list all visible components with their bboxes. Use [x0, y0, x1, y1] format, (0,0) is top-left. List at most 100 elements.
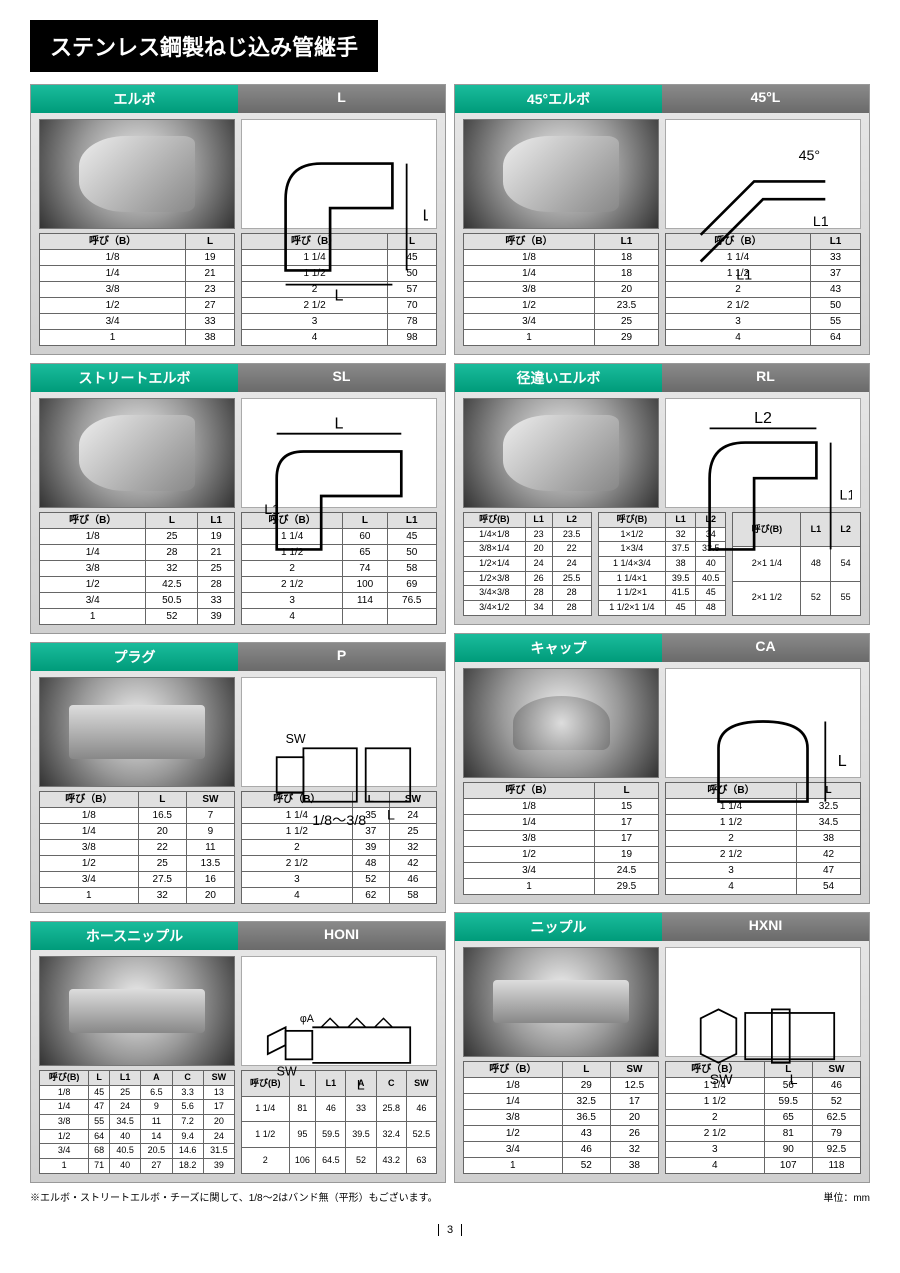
product-diagram: SWLφA	[241, 956, 437, 1066]
table-row: 3/4×3/82828	[464, 586, 592, 601]
svg-text:L: L	[335, 287, 344, 305]
table-row: 347	[666, 862, 861, 878]
table-row: 1/421	[40, 266, 235, 282]
product-photo	[463, 398, 659, 508]
table-row: 498	[242, 330, 437, 346]
table-row: 1/845256.53.313	[40, 1085, 235, 1100]
product-card-45L: 45°エルボ45°L45°L1L1呼び（B）L11/8181/4183/8201…	[454, 84, 870, 355]
table-row: 3/424.5	[464, 862, 659, 878]
table-row: 1/227	[40, 298, 235, 314]
table-row: 311476.5	[242, 593, 437, 609]
table-header: SW	[203, 1071, 234, 1086]
table-row: 3/8×1/42022	[464, 542, 592, 557]
product-card-SL: ストリートエルボSLLL1呼び（B）LL11/825191/428213/832…	[30, 363, 446, 634]
spec-table: 呼び（B）LL11/825191/428213/832251/242.5283/…	[39, 512, 235, 625]
spec-table: 呼び(B)L1L21/4×1/82323.53/8×1/420221/2×1/4…	[463, 512, 592, 616]
product-name: エルボ	[31, 85, 238, 113]
page-title: ステンレス鋼製ねじ込み管継手	[30, 20, 378, 72]
table-header: L	[595, 782, 659, 798]
table-header: C	[172, 1071, 203, 1086]
table-header: A	[141, 1071, 172, 1086]
svg-text:L2: L2	[754, 409, 772, 427]
table-row: 4	[242, 609, 437, 625]
table-row: 3/820	[464, 282, 659, 298]
product-diagram: L	[665, 668, 861, 778]
product-code: L	[238, 85, 445, 113]
table-row: 3/836.520	[464, 1109, 659, 1125]
table-row: 3/427.516	[40, 872, 235, 888]
table-row: 1/417	[464, 814, 659, 830]
product-code: SL	[238, 364, 445, 392]
table-row: 2×1 1/25255	[733, 581, 861, 615]
svg-text:SW: SW	[277, 1064, 297, 1078]
table-row: 171402718.239	[40, 1159, 235, 1174]
product-diagram: L2 L1	[665, 398, 861, 508]
table-header: 呼び（B）	[40, 234, 186, 250]
table-row: 1 1/2×141.545	[598, 586, 726, 601]
table-header: 呼び(B)	[464, 513, 526, 528]
svg-text:1/8〜3/8: 1/8〜3/8	[312, 813, 366, 829]
product-name: プラグ	[31, 643, 238, 671]
product-name: 45°エルボ	[455, 85, 662, 113]
product-name: ホースニップル	[31, 922, 238, 950]
table-header: L1	[595, 234, 659, 250]
table-row: 35246	[242, 872, 437, 888]
table-header: L	[146, 513, 198, 529]
svg-text:L1: L1	[813, 214, 829, 230]
table-row: 1/818	[464, 250, 659, 266]
table-row: 3/82211	[40, 840, 235, 856]
product-code: RL	[662, 364, 869, 392]
svg-text:L: L	[335, 414, 344, 432]
product-photo	[39, 677, 235, 787]
product-name: 径違いエルボ	[455, 364, 662, 392]
product-code: HXNI	[662, 913, 869, 941]
product-card-L: エルボLLL呼び（B）L1/8191/4213/8231/2273/433138…	[30, 84, 446, 355]
product-code: CA	[662, 634, 869, 662]
table-row: 1/4209	[40, 824, 235, 840]
table-row: 464	[666, 330, 861, 346]
table-row: 39092.5	[666, 1141, 861, 1157]
product-photo	[39, 956, 235, 1066]
table-header: 呼び（B）	[40, 792, 139, 808]
product-card-RL: 径違いエルボRLL2L1呼び(B)L1L21/4×1/82323.53/8×1/…	[454, 363, 870, 625]
table-row: 46258	[242, 888, 437, 904]
table-row: 1/819	[40, 250, 235, 266]
svg-text:L: L	[790, 1072, 798, 1088]
product-diagram: SW1/8〜3/8L	[241, 677, 437, 787]
product-diagram: LL	[241, 119, 437, 229]
table-row: 3/85534.5117.220	[40, 1115, 235, 1130]
table-row: 13220	[40, 888, 235, 904]
svg-text:L: L	[423, 207, 428, 225]
product-photo	[39, 119, 235, 229]
table-row: 1/2×3/82625.5	[464, 571, 592, 586]
table-row: 1/26440149.424	[40, 1129, 235, 1144]
table-row: 3/823	[40, 282, 235, 298]
page-number: 3	[30, 1224, 870, 1236]
table-row: 1/4×1/82323.5	[464, 527, 592, 542]
table-header: L	[186, 234, 235, 250]
table-row: 355	[666, 314, 861, 330]
footnote-text: ※エルボ・ストリートエルボ・チーズに関して、1/8〜2はバンド無（平形）もござい…	[30, 1189, 438, 1204]
unit-label: 単位：mm	[823, 1189, 870, 1204]
table-header: 呼び（B）	[464, 782, 595, 798]
table-row: 1/42821	[40, 545, 235, 561]
table-row: 3/44632	[464, 1141, 659, 1157]
table-header: L	[138, 792, 186, 808]
table-header: L	[89, 1071, 110, 1086]
svg-text:L1: L1	[840, 488, 852, 504]
table-row: 1/2×1/42424	[464, 557, 592, 572]
table-header: L	[562, 1061, 610, 1077]
table-header: 呼び（B）	[40, 513, 146, 529]
product-photo	[463, 119, 659, 229]
table-header: L1	[525, 513, 552, 528]
table-header: SW	[610, 1061, 658, 1077]
table-header: 呼び(B)	[598, 513, 665, 528]
product-photo	[463, 947, 659, 1057]
svg-text:L: L	[387, 808, 395, 824]
spec-table: 呼び（B）LSW1/82912.51/432.5173/836.5201/243…	[463, 1061, 659, 1174]
table-row: 4107118	[666, 1157, 861, 1173]
table-row: 1/418	[464, 266, 659, 282]
product-name: キャップ	[455, 634, 662, 662]
table-header: L1	[198, 513, 235, 529]
svg-text:L: L	[357, 1078, 365, 1094]
